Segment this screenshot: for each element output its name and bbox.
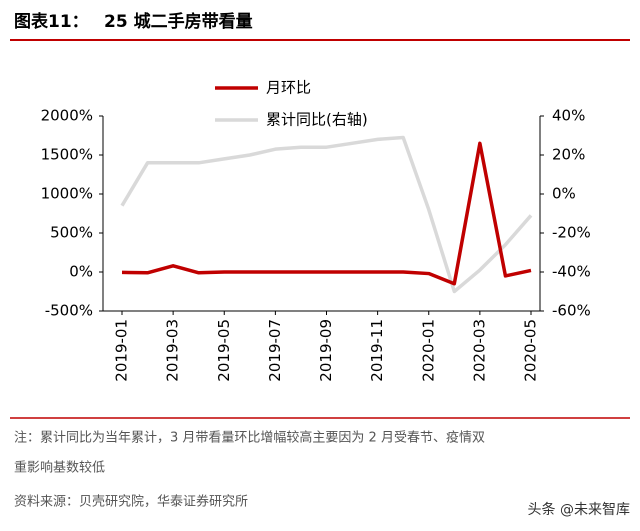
x-tick-label: 2019-11 [368, 319, 386, 382]
source: 资料来源：贝壳研究院，华泰证券研究所 [14, 494, 248, 510]
y-tick-label: 0% [69, 263, 93, 281]
legend-label: 月环比 [266, 79, 311, 97]
y2-tick-label: 0% [552, 185, 576, 203]
x-tick-label: 2019-07 [266, 319, 284, 382]
x-tick-label: 2020-05 [522, 319, 540, 382]
y-tick-label: 500% [50, 224, 93, 242]
x-tick-label: 2019-03 [164, 319, 182, 382]
y-tick-label: 2000% [41, 107, 93, 125]
y2-tick-label: -60% [552, 302, 591, 320]
y-tick-label: 1500% [41, 146, 93, 164]
x-tick-label: 2020-01 [419, 319, 437, 382]
series-line [121, 141, 532, 286]
note: 注：累计同比为当年累计，3 月带看量环比增幅较高主要因为 2 月受春节、疫情双 [14, 430, 485, 446]
x-tick-label: 2019-01 [113, 319, 131, 382]
x-tick-label: 2019-05 [215, 319, 233, 382]
watermark: 头条 @未来智库 [528, 501, 630, 518]
chart-title: 25 城二手房带看量 [104, 11, 253, 32]
x-tick-label: 2019-09 [317, 319, 335, 382]
y-tick-label: -500% [45, 302, 93, 320]
y2-tick-label: 40% [552, 107, 585, 125]
x-tick-label: 2020-03 [470, 319, 488, 382]
figure-label: 图表11： [14, 11, 89, 32]
legend-label: 累计同比(右轴) [266, 111, 368, 129]
note: 重影响基数较低 [14, 460, 105, 476]
y2-tick-label: -40% [552, 263, 591, 281]
series-line [120, 135, 533, 294]
y2-tick-label: -20% [552, 224, 591, 242]
y-tick-label: 1000% [41, 185, 93, 203]
y2-tick-label: 20% [552, 146, 585, 164]
